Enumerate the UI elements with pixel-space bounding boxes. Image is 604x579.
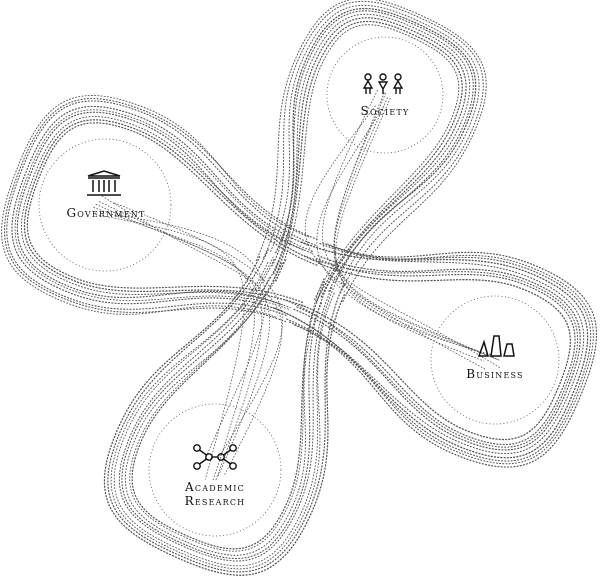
dotted-loop [113,202,283,462]
society-label-line-1: Society [360,104,410,118]
network-molecule-icon [193,444,237,470]
dotted-loop [103,255,346,576]
dotted-loop [322,89,501,368]
business-label: Business [440,367,550,381]
dotted-loop [286,242,592,462]
dotted-loop [293,254,581,451]
government-label-line-1: Government [66,206,146,220]
society-label: Society [330,104,440,118]
dotted-loop [110,261,335,570]
node-circle-outline [326,36,444,154]
dotted-loop [296,258,576,445]
academic-research-label: Academic Research [160,480,270,508]
business-bars-icon [477,335,515,357]
dotted-loop [26,122,318,304]
dotted-loop [16,111,304,306]
dotted-loop [293,243,594,465]
dotted-loop [3,98,318,323]
dotted-loop [23,119,321,307]
dotted-loop [288,242,598,468]
government-label: Government [48,206,164,220]
dotted-loop [274,241,589,459]
dotted-loop [11,105,309,312]
dotted-loop [99,201,270,476]
dotted-loop [285,255,579,448]
dotted-loop [316,105,485,362]
dotted-loop [129,259,325,552]
dotted-loop [124,277,323,556]
dotted-loop [272,240,585,454]
dotted-loop [334,90,500,361]
dotted-loop [131,262,326,550]
dotted-loop [113,256,336,567]
dotted-loop [274,7,477,283]
government-building-icon [87,170,121,196]
dotted-loop [14,109,314,311]
people-icon [362,73,404,94]
node-circle-outline [148,403,282,537]
dotted-loop [272,17,467,298]
dotted-loop [6,100,316,317]
dotted-loop [272,10,474,292]
dotted-loop [1,95,310,319]
node-circle-outline [430,295,560,425]
academic-research-label-line-2: Research [184,494,246,508]
dotted-loop [115,214,266,460]
node-circle-outline [38,138,172,272]
dotted-loop [107,248,345,573]
dotted-loop [263,0,484,294]
dotted-loop [274,13,471,292]
dotted-loop [100,194,283,475]
academic-research-label-line-1: Academic [185,480,245,494]
dotted-loop [333,92,498,360]
dotted-loop [333,96,494,358]
dotted-loop [304,104,486,370]
dotted-loop [300,262,571,441]
dotted-loop [255,0,487,302]
dotted-loop [272,20,463,303]
dotted-loop [335,97,493,356]
dotted-loop [94,203,263,481]
dotted-loop [275,24,460,300]
dotted-loop [118,258,334,562]
business-label-line-1: Business [466,367,524,381]
